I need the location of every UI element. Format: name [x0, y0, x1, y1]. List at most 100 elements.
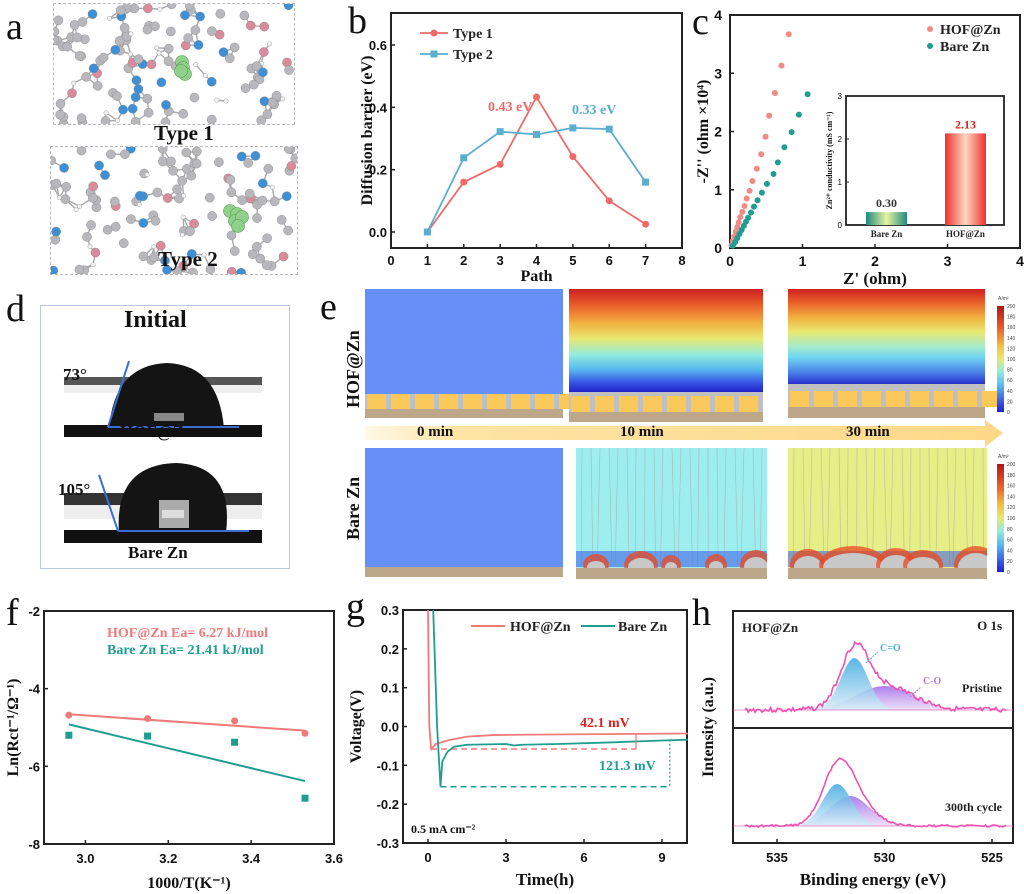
atom [82, 232, 92, 242]
atom [193, 62, 199, 67]
y-tick-label: 0.2 [381, 642, 399, 657]
atom [166, 26, 176, 37]
atom [92, 81, 103, 91]
streamline [590, 447, 594, 566]
atom [149, 252, 159, 262]
x-tick-label: 525 [981, 850, 1003, 865]
atom [130, 117, 141, 124]
atom [130, 92, 141, 102]
colorbar-tick-label: 160 [1007, 484, 1016, 490]
atom [267, 98, 278, 108]
atom [118, 104, 128, 115]
droplet [118, 463, 227, 533]
atom [218, 47, 229, 57]
x-tick-label: 4 [1016, 253, 1024, 269]
atom [152, 187, 163, 198]
atom [214, 157, 224, 168]
atom [252, 213, 262, 223]
colorbar-tick-label: 80 [1007, 368, 1013, 374]
atom [144, 172, 150, 178]
atom [127, 103, 138, 114]
atom [229, 246, 240, 256]
atom [182, 164, 192, 174]
peak-fill-c-o [744, 796, 1003, 826]
streamline [928, 447, 931, 566]
y-axis-label: Intensity (a.u.) [700, 677, 717, 777]
x-tick-label: 9 [658, 850, 665, 865]
colorbar-tick-label: 160 [1007, 325, 1016, 331]
colorbar-tick-label: 200 [1007, 462, 1016, 468]
data-point [642, 220, 650, 228]
atom [51, 234, 61, 245]
atom [77, 17, 88, 27]
atom [215, 9, 226, 19]
caption-type-2: Type 2 [158, 247, 218, 271]
atom [267, 41, 272, 47]
legend-label: Type 1 [453, 27, 493, 42]
atom [223, 98, 229, 104]
annotation-type1-barrier: 0.43 eV [488, 100, 532, 115]
atom [59, 163, 69, 173]
data-point-hofzn [739, 208, 746, 215]
inset-y-axis-label: Zn²⁺ conductivity (mS cm⁻¹) [825, 111, 834, 209]
contact-angle-title: Initial [124, 307, 187, 333]
y-tick-label: 1 [714, 182, 722, 198]
atom [90, 247, 101, 258]
atom [150, 216, 161, 226]
atom [214, 97, 220, 103]
atom [177, 176, 187, 186]
atom [87, 193, 98, 203]
colorbar-unit: A/m² [998, 454, 1009, 460]
colorbar-tick-label: 40 [1007, 389, 1013, 395]
data-point-hofzn [785, 31, 792, 38]
streamline [677, 447, 682, 566]
atom [188, 267, 198, 274]
atom [189, 92, 200, 103]
data-point-barezn [748, 209, 755, 216]
molecular-structure-type-1 [53, 3, 295, 125]
atom [178, 260, 189, 271]
atom [290, 153, 297, 164]
y-tick-label: -0.2 [377, 797, 399, 812]
peak-fill-c-eq-o [744, 658, 1003, 710]
tangent-line [107, 360, 130, 428]
data-point [605, 125, 613, 133]
y-tick-label: 2 [714, 124, 722, 140]
data-point-hofzn [741, 203, 748, 210]
atom [136, 202, 142, 207]
colorbar-gradient [997, 464, 1004, 572]
data-point-hofzn [735, 219, 742, 226]
atom [239, 10, 250, 21]
atom [162, 265, 172, 274]
colorbar-tick-label: 40 [1007, 548, 1013, 554]
data-point [460, 154, 468, 162]
atom [248, 79, 259, 90]
data-point [569, 124, 577, 132]
data-point-barezn [745, 214, 752, 221]
x-axis-label: Z' (ohm) [843, 269, 907, 288]
x-tick-label: 0 [726, 253, 734, 269]
fit-line-hofzn [68, 713, 306, 732]
atom [51, 178, 62, 189]
chart-nyquist: 0 1 2 3 4 0 1 2 3 4 Z' (ohm) -Z'' (ohm ×10⁴) HOF@Zn B… [695, 7, 1024, 288]
atom [276, 215, 287, 225]
streamline [909, 447, 912, 566]
droplet-image-bare-zn [64, 463, 262, 543]
y-axis-label: Ln(Rct⁻¹/Ω⁻¹) [5, 679, 22, 777]
colorbar-gradient [997, 306, 1004, 412]
sample-label-hof-zn: HOF@Zn [120, 422, 194, 441]
legend-label: HOF@Zn [940, 23, 1001, 38]
atom [207, 26, 217, 36]
streamline [734, 447, 739, 566]
time-arrow [365, 420, 1003, 447]
data-point-hofzn [771, 90, 778, 97]
streamline [792, 447, 795, 566]
atom [163, 56, 174, 67]
streamline [964, 447, 968, 566]
legend-label: HOF@Zn [510, 620, 571, 635]
data-point-hofzn [778, 62, 785, 69]
y-tick-label: -0.1 [377, 758, 399, 773]
data-point-barezn [758, 189, 765, 196]
substrate [576, 568, 767, 579]
data-point [144, 732, 152, 740]
